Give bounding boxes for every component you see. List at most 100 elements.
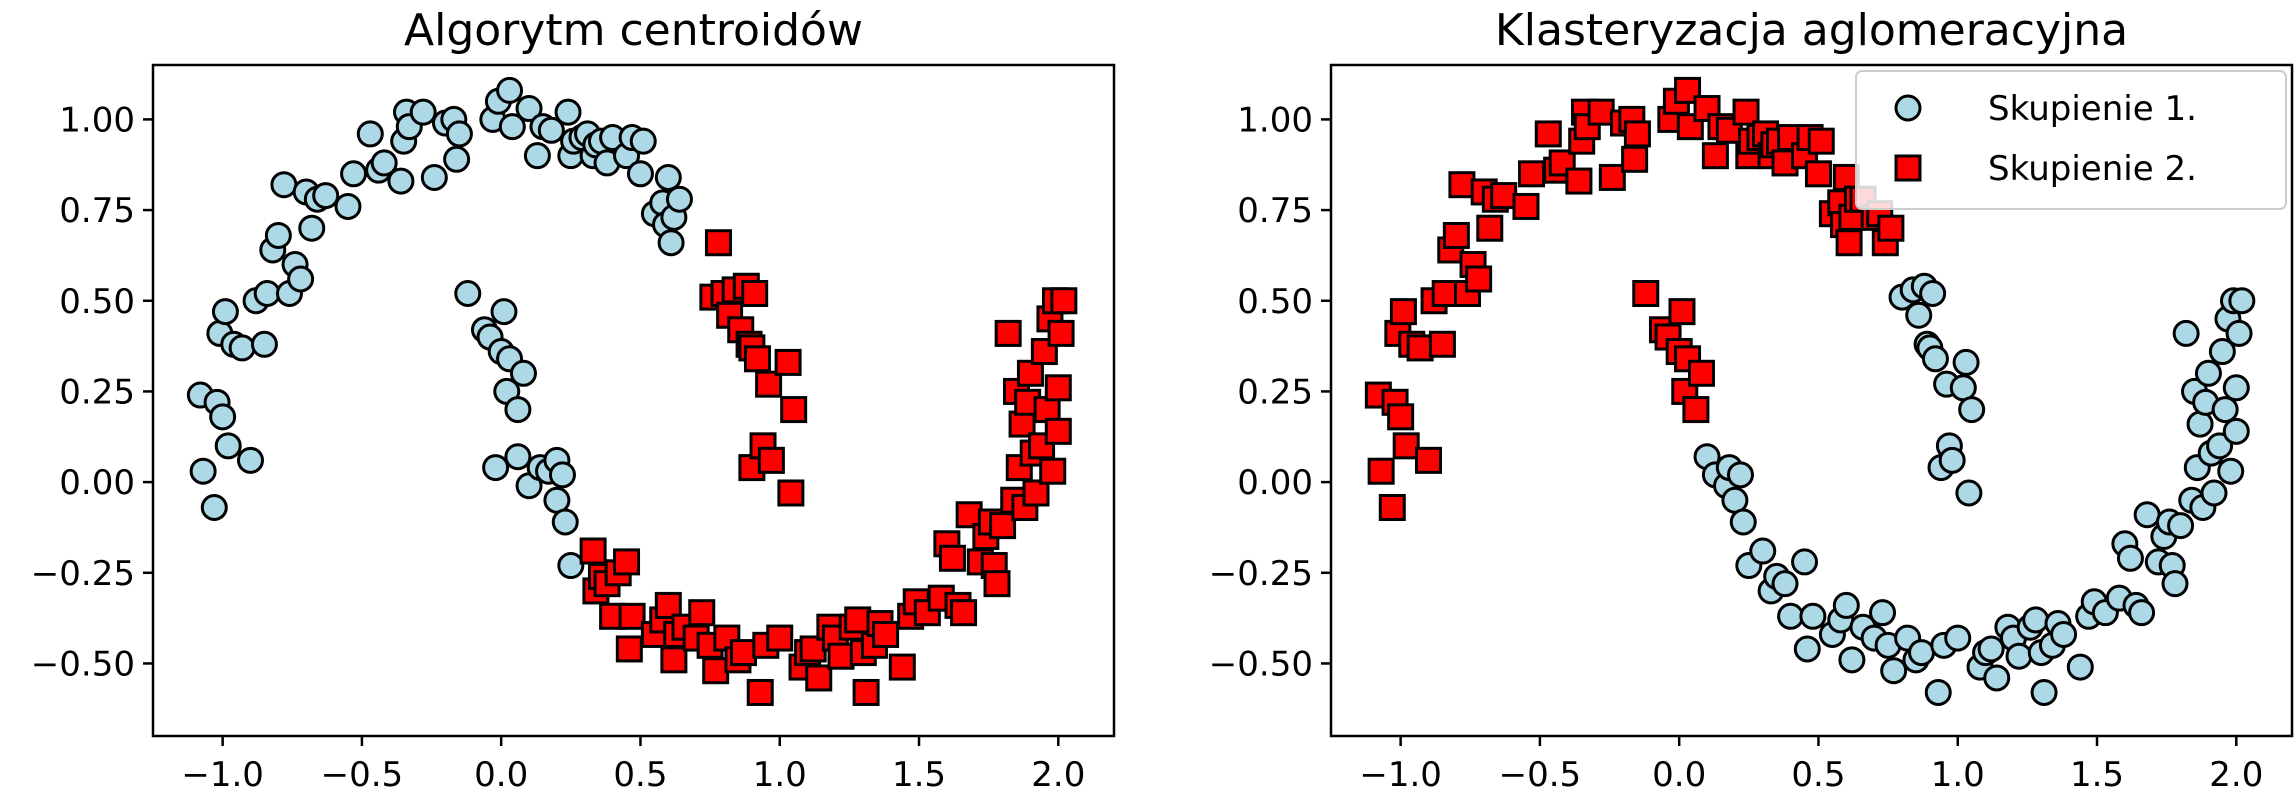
y-tick-label: 0.75 (1237, 191, 1313, 231)
y-tick-label: −0.50 (1209, 644, 1313, 684)
data-point-square (1668, 298, 1696, 326)
data-point-square (618, 602, 646, 630)
data-point-circle (250, 330, 278, 358)
data-point-circle (2133, 501, 2161, 529)
y-tick-label: 1.00 (1237, 100, 1313, 140)
data-point-square (1518, 160, 1546, 188)
x-tick-label: 2.0 (2209, 755, 2263, 795)
data-point-circle (2161, 570, 2189, 598)
data-point-square (660, 646, 688, 674)
data-point-circle (1958, 396, 1986, 424)
data-point-circle (2222, 417, 2250, 445)
data-point-circle (2217, 457, 2245, 485)
data-point-circle (270, 171, 298, 199)
data-point-circle (2206, 432, 2234, 460)
data-point-circle (2128, 599, 2156, 627)
data-point-square (730, 639, 758, 667)
legend-circle-icon (1894, 94, 1922, 122)
data-point-square (1016, 359, 1044, 387)
x-tick-label: −1.0 (1359, 755, 1442, 795)
y-tick-label: 0.75 (59, 191, 135, 231)
data-point-square (799, 635, 827, 663)
data-point-square (1732, 98, 1760, 126)
data-point-circle (312, 182, 340, 210)
data-point-square (983, 570, 1011, 598)
data-point-square (746, 678, 774, 706)
data-point-circle (490, 298, 518, 326)
data-point-circle (504, 396, 532, 424)
data-point-square (888, 653, 916, 681)
data-point-square (1687, 359, 1715, 387)
data-point-square (1005, 454, 1033, 482)
data-point-square (704, 229, 732, 257)
y-tick-label: 1.00 (59, 100, 135, 140)
data-point-circle (1880, 657, 1908, 685)
chart-title: Algorytm centroidów (404, 5, 863, 56)
x-tick-label: 0.5 (1791, 755, 1845, 795)
data-point-circle (236, 446, 264, 474)
data-point-circle (482, 454, 510, 482)
data-point-circle (551, 508, 579, 536)
data-point-square (1050, 287, 1078, 315)
data-point-circle (554, 98, 582, 126)
data-point-circle (557, 552, 585, 580)
data-point-square (1832, 163, 1860, 191)
data-point-square (1682, 396, 1710, 424)
data-point-circle (2222, 374, 2250, 402)
data-point-circle (537, 116, 565, 144)
data-point-circle (253, 280, 281, 308)
axes-frame (1329, 63, 2294, 738)
data-point-square (1573, 113, 1601, 141)
data-point-circle (1791, 548, 1819, 576)
data-point-circle (214, 432, 242, 460)
y-tick-label: −0.25 (1209, 554, 1313, 594)
y-tick-label: −0.25 (31, 554, 135, 594)
data-point-circle (370, 149, 398, 177)
data-point-circle (626, 160, 654, 188)
data-point-circle (1771, 570, 1799, 598)
x-tick-label: 0.0 (1652, 755, 1706, 795)
data-point-square (938, 544, 966, 572)
x-tick-label: −1.0 (181, 755, 264, 795)
data-point-square (702, 657, 730, 685)
data-point-square (615, 635, 643, 663)
data-point-circle (657, 229, 685, 257)
data-point-square (827, 642, 855, 670)
data-point-circle (1908, 639, 1936, 667)
data-point-square (1047, 319, 1075, 347)
data-point-circle (1921, 345, 1949, 373)
data-point-circle (2194, 359, 2222, 387)
data-point-circle (2050, 620, 2078, 648)
data-point-square (743, 345, 771, 373)
data-point-circle (1799, 602, 1827, 630)
data-point-square (1598, 163, 1626, 191)
data-point-circle (387, 167, 415, 195)
x-tick-label: 1.5 (2070, 755, 2124, 795)
y-tick-label: 0.25 (1237, 372, 1313, 412)
data-point-square (1587, 98, 1615, 126)
data-point-circle (1955, 479, 1983, 507)
data-point-circle (200, 493, 228, 521)
data-point-circle (1952, 348, 1980, 376)
data-point-square (805, 664, 833, 692)
data-point-square (1490, 182, 1518, 210)
data-point-circle (496, 76, 524, 104)
x-tick-label: 1.5 (892, 755, 946, 795)
data-point-circle (1726, 461, 1754, 489)
data-point-square (844, 606, 872, 634)
data-point-circle (1944, 624, 1972, 652)
data-point-square (1039, 457, 1067, 485)
data-point-circle (1919, 280, 1947, 308)
x-tick-label: −0.5 (1499, 755, 1582, 795)
data-point-circle (665, 185, 693, 213)
y-tick-label: 0.00 (59, 463, 135, 503)
data-point-square (1431, 280, 1459, 308)
legend-label: Skupienie 2. (1988, 149, 2197, 189)
data-point-circle (287, 265, 315, 293)
data-point-circle (498, 113, 526, 141)
data-point-square (1381, 388, 1409, 416)
data-point-circle (1869, 599, 1897, 627)
data-point-circle (2116, 544, 2144, 572)
data-point-square (1534, 120, 1562, 148)
data-point-square (994, 319, 1022, 347)
